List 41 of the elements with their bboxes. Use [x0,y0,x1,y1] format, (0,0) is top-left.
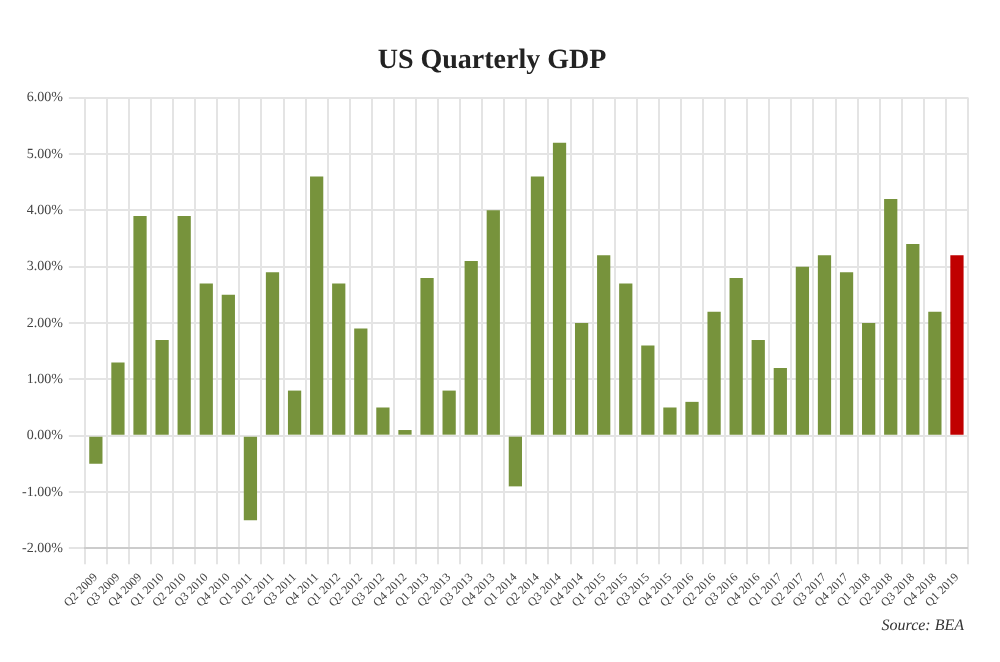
bar [773,368,787,435]
bar [420,277,434,435]
bar [354,328,368,435]
bar [89,436,103,464]
bar [884,199,898,435]
bar [928,311,942,435]
bar [508,436,522,487]
bar [265,272,280,435]
bar [310,176,324,435]
bar [442,390,456,435]
bar [597,255,611,435]
bar [376,407,390,435]
bar [574,322,589,435]
bar [552,142,567,435]
bar [641,345,655,435]
bar [619,283,633,435]
bar [906,244,920,435]
bar [729,277,743,435]
bar [111,362,125,435]
bar [199,283,213,435]
chart-title: US Quarterly GDP [377,46,608,77]
bar [155,339,169,435]
bar [464,261,478,435]
bar [332,283,346,435]
bar [243,436,258,521]
bar [839,272,854,435]
bar [133,215,147,435]
bar [795,266,810,435]
bar [287,390,302,435]
bar [862,322,876,435]
bar [751,339,765,435]
source-note: Source: BEA [879,616,966,634]
bar [663,407,677,435]
bar [707,311,721,435]
bar [530,176,545,435]
bar [685,401,699,435]
bar [177,215,191,435]
bar [486,210,500,435]
bar [221,294,235,435]
bar [817,255,832,435]
bar [950,255,964,435]
